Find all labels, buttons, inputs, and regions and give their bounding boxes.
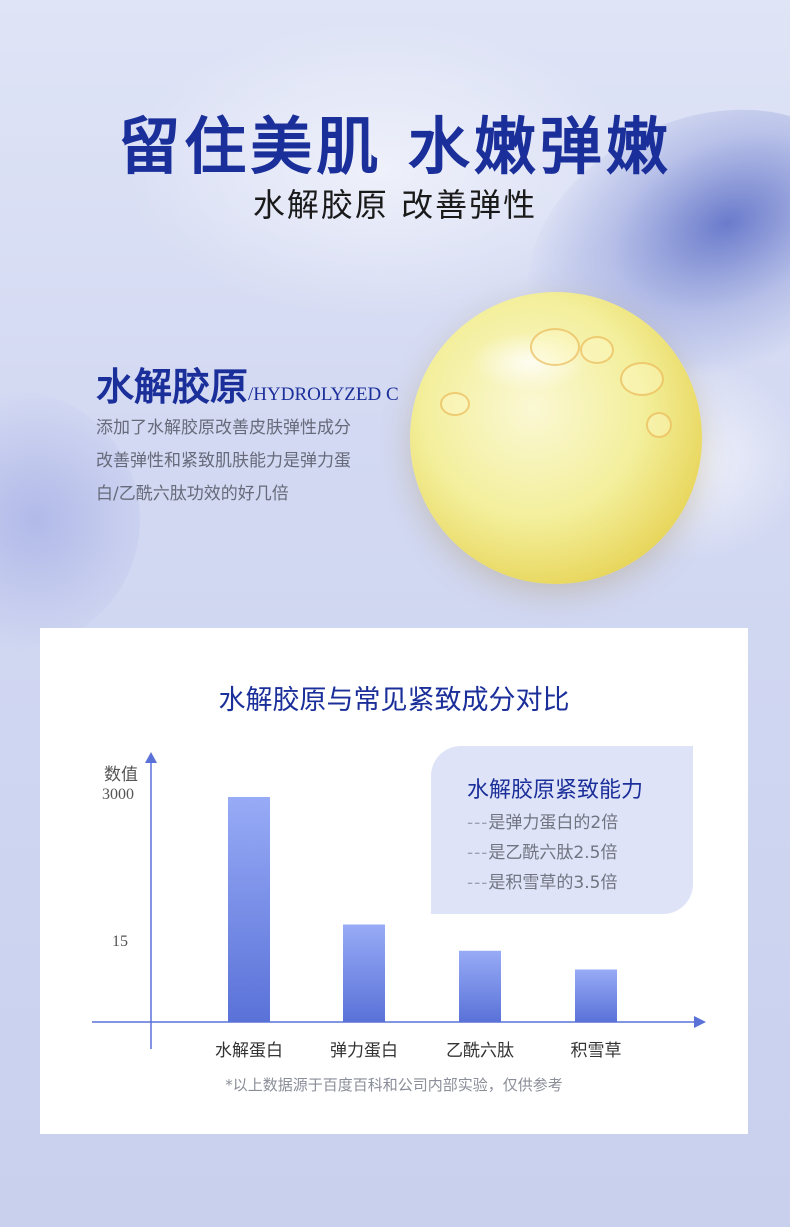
legend-text: 是弹力蛋白的2倍: [488, 813, 619, 833]
data-source-footnote: *以上数据源于百度百科和公司内部实验，仅供参考: [225, 1076, 563, 1094]
x-axis-arrow: [694, 1016, 706, 1028]
comparison-title: 水解胶原与常见紧致成分对比: [218, 685, 570, 716]
bar-3: [459, 950, 501, 1022]
hero-title: 留住美肌 水嫩弹嫩: [118, 110, 672, 183]
description-line: 添加了水解胶原改善皮肤弹性成分: [96, 418, 351, 438]
y-axis-arrow: [145, 752, 157, 763]
description-line: 白/乙酰六肽功效的好几倍: [96, 484, 289, 504]
bar-4: [575, 969, 617, 1022]
legend-line: ---是弹力蛋白的2倍: [467, 808, 618, 833]
legend-line: ---是乙酰六肽2.5倍: [467, 838, 617, 863]
y-axis-label: 数值: [104, 765, 138, 785]
y-tick-label: 15: [112, 933, 128, 950]
legend-text: 是乙酰六肽2.5倍: [488, 843, 618, 863]
hero-subtitle: 水解胶原 改善弹性: [252, 186, 538, 224]
bar-chart: [92, 752, 706, 1049]
bar-2: [343, 924, 385, 1022]
x-tick-label: 弹力蛋白: [330, 1041, 398, 1061]
collagen-droplet-image: [410, 292, 702, 584]
x-tick-label: 积雪草: [570, 1041, 622, 1061]
legend-dash: ---: [467, 873, 489, 893]
ingredient-title-en: /HYDROLYZED C: [248, 384, 399, 405]
droplet-bubble: [580, 336, 614, 364]
description-line: 改善弹性和紧致肌肤能力是弹力蛋: [96, 451, 351, 471]
legend-box: 水解胶原紧致能力 ---是弹力蛋白的2倍 ---是乙酰六肽2.5倍 ---是积雪…: [431, 746, 693, 914]
legend-dash: ---: [467, 813, 489, 833]
droplet-bubble: [620, 362, 664, 396]
legend-title: 水解胶原紧致能力: [467, 778, 644, 803]
legend-line: ---是积雪草的3.5倍: [467, 868, 617, 893]
bar-1: [228, 797, 270, 1022]
droplet-bubble: [530, 328, 580, 366]
x-tick-label: 水解蛋白: [215, 1041, 283, 1061]
droplet-bubble: [440, 392, 470, 416]
ingredient-heading: 水解胶原/HYDROLYZED C: [96, 356, 399, 411]
x-tick-label: 乙酰六肽: [446, 1041, 514, 1061]
y-tick-label: 3000: [102, 786, 134, 803]
legend-text: 是积雪草的3.5倍: [488, 873, 618, 893]
comparison-card: 水解胶原与常见紧致成分对比 水解胶原紧致能力 ---是弹力蛋白的2倍 ---是乙…: [40, 628, 748, 1134]
droplet-bubble: [646, 412, 672, 438]
ingredient-title-cn: 水解胶原: [96, 364, 249, 409]
legend-dash: ---: [467, 843, 489, 863]
ingredient-description: 添加了水解胶原改善皮肤弹性成分 改善弹性和紧致肌肤能力是弹力蛋 白/乙酰六肽功效…: [96, 412, 396, 511]
